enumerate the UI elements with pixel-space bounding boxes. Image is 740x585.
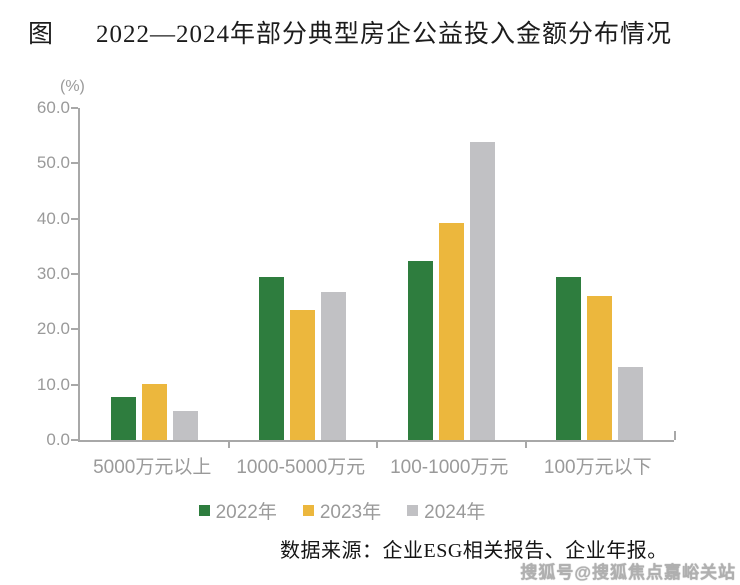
bar-2023年-5000万元以上 xyxy=(141,383,167,440)
y-tick-label-40.0: 40.0 xyxy=(36,208,70,228)
y-tick-mark-50.0 xyxy=(71,162,78,165)
y-tick-mark-0.0 xyxy=(71,439,78,441)
y-axis-labels: 0.0 10.0 20.0 30.0 40.0 50.0 60.0 xyxy=(14,0,70,460)
bar-2023年-1000-5000万元 xyxy=(290,309,316,440)
y-tick-label-50.0: 50.0 xyxy=(36,153,70,173)
legend-swatch-icon xyxy=(302,505,314,516)
x-tick-mark-1 xyxy=(227,442,230,448)
legend-swatch-icon xyxy=(198,505,210,516)
y-tick-label-20.0: 20.0 xyxy=(36,319,70,339)
x-category-label-5000万元以上: 5000万元以上 xyxy=(93,457,212,478)
y-axis-unit-label: (%) xyxy=(60,78,85,95)
y-tick-mark-30.0 xyxy=(71,273,78,275)
legend-item-2024年: 2024年 xyxy=(407,497,485,524)
x-tick-mark-2 xyxy=(376,442,378,448)
x-axis-end-tick xyxy=(674,431,676,440)
y-tick-label-60.0: 60.0 xyxy=(36,98,70,117)
legend-label-2023年: 2023年 xyxy=(319,502,382,523)
watermark: 搜狐号@搜狐焦点嘉峪关站 xyxy=(520,563,736,582)
legend-label-2022年: 2022年 xyxy=(215,502,277,523)
source-note: 数据来源：企业ESG相关报告、企业年报。 xyxy=(280,540,668,562)
legend-item-2022年: 2022年 xyxy=(198,497,277,524)
bar-group-1000-5000万元 xyxy=(229,108,378,440)
legend-item-2023年: 2023年 xyxy=(302,497,382,524)
bar-2024年-5000万元以上 xyxy=(172,410,198,440)
bar-2024年-100万元以下 xyxy=(618,366,644,440)
bar-2024年-1000-5000万元 xyxy=(321,291,347,440)
y-tick-mark-60.0 xyxy=(71,107,78,109)
bar-group-5000万元以上 xyxy=(80,108,229,440)
bar-2022年-100-1000万元 xyxy=(407,261,433,440)
bar-2023年-100-1000万元 xyxy=(438,222,464,440)
y-tick-mark-40.0 xyxy=(71,217,78,220)
y-tick-label-0.0: 0.0 xyxy=(46,430,70,449)
bar-group-100万元以下 xyxy=(526,108,675,440)
chart-title-text: 2022—2024年部分典型房企公益投入金额分布情况 xyxy=(96,21,673,48)
x-tick-mark-3 xyxy=(524,442,527,448)
x-category-label-100万元以下: 100万元以下 xyxy=(543,457,652,478)
bar-2022年-1000-5000万元 xyxy=(259,276,285,440)
bar-group-100-1000万元 xyxy=(377,108,526,440)
x-category-label-1000-5000万元: 1000-5000万元 xyxy=(236,457,366,478)
bar-2024年-100-1000万元 xyxy=(469,141,495,440)
x-category-label-100-1000万元: 100-1000万元 xyxy=(390,457,509,478)
x-axis-labels: 5000万元以上 1000-5000万元 100-1000万元 100万元以下 xyxy=(78,452,672,478)
legend-swatch-icon xyxy=(407,505,419,516)
y-tick-label-10.0: 10.0 xyxy=(36,374,70,394)
chart-legend: 2022年 2023年 2024年 xyxy=(0,497,684,524)
y-tick-mark-20.0 xyxy=(71,328,78,331)
y-tick-label-30.0: 30.0 xyxy=(36,264,70,283)
plot-area xyxy=(71,107,676,448)
chart-title: 图 2022—2024年部分典型房企公益投入金额分布情况 xyxy=(28,14,672,50)
bar-2022年-5000万元以上 xyxy=(110,396,136,440)
bar-2022年-100万元以下 xyxy=(556,276,582,440)
chart-title-prefix: 图 xyxy=(28,21,55,48)
y-tick-mark-10.0 xyxy=(71,383,78,386)
bar-2023年-100万元以下 xyxy=(587,296,613,440)
legend-label-2024年: 2024年 xyxy=(424,502,486,523)
